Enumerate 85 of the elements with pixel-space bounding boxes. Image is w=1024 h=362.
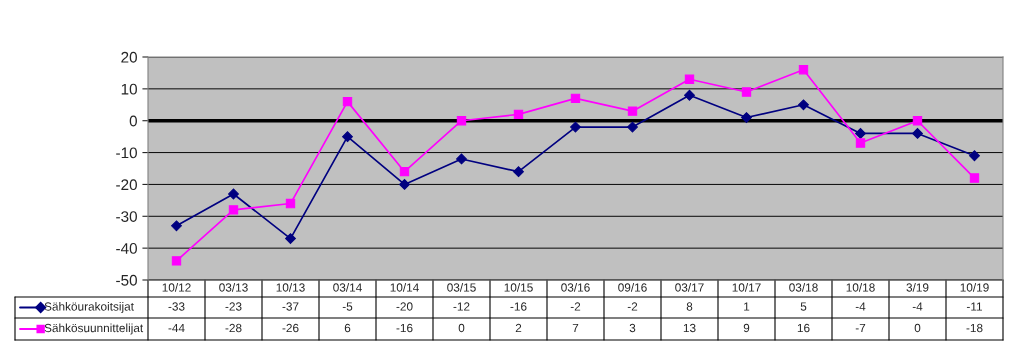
x-tick-label: 09/16 — [618, 283, 647, 292]
data-label: 16 — [797, 323, 810, 333]
x-tick-label: 10/18 — [846, 283, 875, 292]
point — [342, 131, 353, 143]
y-tick-label: -50 — [116, 274, 137, 286]
x-tick-label: 03/17 — [675, 283, 704, 292]
data-label: 2 — [515, 323, 522, 333]
data-label: -4 — [855, 302, 866, 311]
legend-label: Sähköurakoitsijat — [44, 302, 134, 313]
x-tick-label: 03/15 — [447, 283, 476, 292]
point — [513, 166, 524, 178]
point — [627, 106, 638, 116]
point — [570, 121, 581, 133]
point — [171, 220, 182, 232]
data-label: 6 — [344, 323, 351, 333]
x-tick-label: 10/13 — [276, 283, 305, 292]
data-label: 1 — [744, 302, 750, 311]
x-tick-label: 10/12 — [162, 283, 191, 292]
data-label: -44 — [168, 323, 185, 333]
point — [855, 138, 866, 148]
x-tick-label: 10/14 — [390, 283, 419, 292]
point — [228, 205, 239, 215]
data-label: -16 — [396, 323, 413, 333]
x-tick-label: 10/17 — [732, 283, 761, 292]
point — [798, 99, 809, 111]
point — [969, 173, 980, 183]
y-tick-label: 10 — [121, 83, 137, 95]
x-tick-label: 3/19 — [906, 283, 929, 292]
y-tick-label: -20 — [116, 179, 137, 191]
point — [912, 128, 923, 139]
x-tick-label: 03/13 — [219, 283, 248, 292]
point — [798, 65, 809, 75]
data-label: 3 — [629, 323, 636, 333]
point — [684, 74, 695, 84]
x-tick-label: 03/14 — [333, 283, 362, 292]
data-label: -23 — [225, 302, 242, 311]
data-label: -4 — [912, 302, 923, 311]
data-label: 8 — [686, 302, 693, 311]
y-tick-label: -40 — [116, 243, 137, 254]
data-label: 5 — [800, 302, 807, 311]
point — [912, 116, 923, 126]
data-label: -2 — [627, 302, 638, 311]
point — [741, 87, 752, 97]
point — [969, 150, 980, 162]
y-tick-label: -30 — [116, 211, 137, 222]
point — [285, 198, 296, 209]
data-label: -7 — [855, 323, 866, 333]
legend-label: Sähkösuunnittelijat — [44, 323, 144, 335]
point — [741, 112, 752, 123]
y-tick-label: 20 — [121, 51, 137, 63]
data-label: 0 — [914, 323, 921, 333]
data-label: 13 — [683, 323, 696, 333]
point — [513, 109, 524, 120]
point — [228, 188, 239, 200]
data-label: -20 — [396, 302, 413, 311]
point — [456, 153, 467, 165]
data-label: -12 — [453, 302, 470, 311]
point — [855, 128, 866, 139]
y-tick-label: -10 — [116, 147, 137, 159]
data-label: 7 — [572, 323, 579, 333]
point — [399, 179, 410, 190]
x-tick-label: 03/16 — [561, 283, 590, 292]
point — [342, 96, 353, 107]
data-label: 9 — [743, 323, 750, 333]
data-label: -26 — [282, 323, 299, 333]
data-label: -11 — [966, 302, 983, 311]
point — [627, 121, 638, 133]
point — [399, 167, 410, 177]
point — [684, 89, 695, 101]
data-label: -28 — [225, 323, 242, 333]
x-tick-label: 03/18 — [789, 283, 818, 292]
point — [171, 256, 182, 266]
data-label: -33 — [168, 302, 185, 311]
data-label: -5 — [342, 302, 353, 311]
point — [456, 116, 467, 126]
data-label: 0 — [458, 323, 465, 333]
y-tick-label: 0 — [129, 115, 137, 127]
data-label: -2 — [570, 302, 581, 311]
point — [285, 233, 296, 245]
x-tick-label: 10/19 — [960, 283, 989, 292]
data-label: -16 — [510, 302, 527, 311]
data-label: -37 — [282, 302, 299, 311]
point — [570, 93, 581, 104]
x-tick-label: 10/15 — [504, 283, 533, 292]
data-label: -18 — [966, 323, 983, 333]
